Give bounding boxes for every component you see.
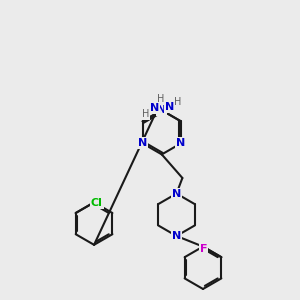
- Text: N: N: [138, 138, 147, 148]
- Text: N: N: [176, 138, 185, 148]
- Text: N: N: [172, 231, 181, 241]
- Text: N: N: [164, 103, 174, 112]
- Text: H: H: [174, 97, 182, 106]
- Text: N: N: [157, 105, 167, 115]
- Text: Cl: Cl: [91, 198, 103, 208]
- Text: H: H: [142, 109, 149, 119]
- Text: H: H: [158, 94, 165, 103]
- Text: N: N: [172, 189, 181, 199]
- Text: F: F: [200, 244, 208, 254]
- Text: N: N: [150, 103, 159, 113]
